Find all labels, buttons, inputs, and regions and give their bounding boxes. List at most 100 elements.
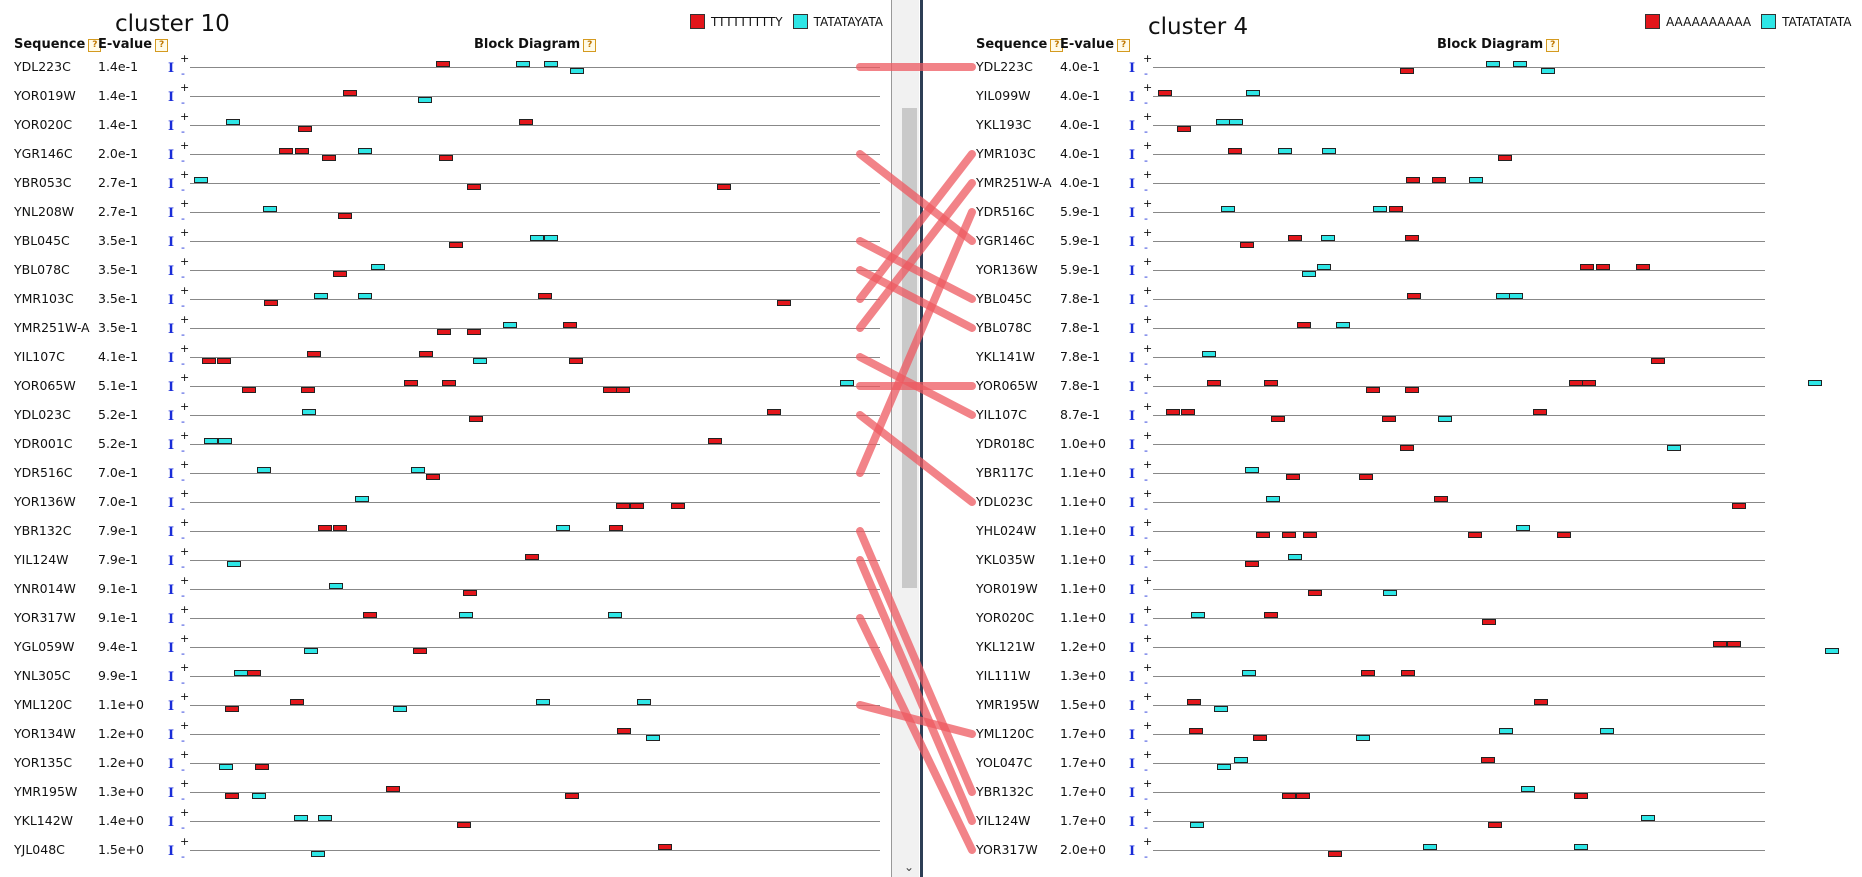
sequence-name[interactable]: YKL142W [14, 813, 74, 828]
motif-2-block[interactable] [570, 68, 584, 74]
strand-toggle-icon[interactable]: I [168, 728, 175, 743]
motif-1-block[interactable] [1359, 474, 1373, 480]
scroll-down-arrow-icon[interactable]: ⌄ [904, 860, 915, 874]
motif-2-block[interactable] [544, 235, 558, 241]
sequence-name[interactable]: YOR317W [976, 842, 1038, 857]
motif-1-block[interactable] [1240, 242, 1254, 248]
sequence-row[interactable]: YBR053C 2.7e-1 I + - [0, 168, 890, 212]
motif-1-block[interactable] [1596, 264, 1610, 270]
help-icon[interactable]: ? [1546, 39, 1560, 52]
motif-1-block[interactable] [569, 358, 583, 364]
strand-toggle-icon[interactable]: I [168, 554, 175, 569]
strand-toggle-icon[interactable]: I [168, 670, 175, 685]
motif-2-block[interactable] [503, 322, 517, 328]
motif-2-block[interactable] [1302, 271, 1316, 277]
motif-2-block[interactable] [226, 119, 240, 125]
strand-toggle-icon[interactable]: I [1129, 322, 1136, 337]
motif-1-block[interactable] [1481, 757, 1495, 763]
motif-1-block[interactable] [1732, 503, 1746, 509]
sequence-row[interactable]: YKL142W 1.4e+0 I + - [0, 806, 890, 850]
sequence-row[interactable]: YIL111W 1.3e+0 I + - [920, 661, 1862, 705]
motif-1-block[interactable] [1727, 641, 1741, 647]
motif-2-block[interactable] [204, 438, 218, 444]
motif-1-block[interactable] [449, 242, 463, 248]
sequence-name[interactable]: YOR136W [976, 262, 1038, 277]
motif-2-block[interactable] [1486, 61, 1500, 67]
strand-toggle-icon[interactable]: I [168, 380, 175, 395]
strand-toggle-icon[interactable]: I [1129, 148, 1136, 163]
motif-2-block[interactable] [1509, 293, 1523, 299]
sequence-name[interactable]: YGL059W [14, 639, 75, 654]
sequence-row[interactable]: YML120C 1.7e+0 I + - [920, 719, 1862, 763]
motif-2-block[interactable] [294, 815, 308, 821]
strand-toggle-icon[interactable]: I [168, 496, 175, 511]
motif-1-block[interactable] [322, 155, 336, 161]
help-icon[interactable]: ? [88, 39, 102, 52]
motif-2-block[interactable] [1221, 206, 1235, 212]
motif-2-block[interactable] [1356, 735, 1370, 741]
sequence-name[interactable]: YOR136W [14, 494, 76, 509]
motif-2-block[interactable] [314, 293, 328, 299]
sequence-name[interactable]: YOR065W [976, 378, 1038, 393]
motif-2-block[interactable] [329, 583, 343, 589]
motif-2-block[interactable] [302, 409, 316, 415]
motif-1-block[interactable] [1245, 561, 1259, 567]
motif-1-block[interactable] [565, 793, 579, 799]
motif-1-block[interactable] [1361, 670, 1375, 676]
strand-toggle-icon[interactable]: I [1129, 409, 1136, 424]
motif-1-block[interactable] [426, 474, 440, 480]
sequence-row[interactable]: YOR020C 1.1e+0 I + - [920, 603, 1862, 647]
motif-2-block[interactable] [1516, 525, 1530, 531]
motif-1-block[interactable] [1282, 532, 1296, 538]
motif-2-block[interactable] [257, 467, 271, 473]
help-icon[interactable]: ? [1117, 39, 1131, 52]
sequence-row[interactable]: YKL193C 4.0e-1 I + - [920, 110, 1862, 154]
strand-toggle-icon[interactable]: I [1129, 438, 1136, 453]
sequence-row[interactable]: YIL107C 8.7e-1 I + - [920, 400, 1862, 444]
strand-toggle-icon[interactable]: I [1129, 61, 1136, 76]
motif-1-block[interactable] [616, 503, 630, 509]
sequence-name[interactable]: YGR146C [976, 233, 1035, 248]
sequence-name[interactable]: YBR117C [976, 465, 1034, 480]
sequence-row[interactable]: YBL078C 3.5e-1 I + - [0, 255, 890, 299]
motif-2-block[interactable] [318, 815, 332, 821]
sequence-name[interactable]: YBR132C [976, 784, 1034, 799]
strand-toggle-icon[interactable]: I [1129, 119, 1136, 134]
strand-toggle-icon[interactable]: I [1129, 554, 1136, 569]
sequence-name[interactable]: YNL305C [14, 668, 71, 683]
motif-1-block[interactable] [467, 184, 481, 190]
motif-2-block[interactable] [1808, 380, 1822, 386]
motif-1-block[interactable] [708, 438, 722, 444]
motif-1-block[interactable] [469, 416, 483, 422]
motif-1-block[interactable] [1636, 264, 1650, 270]
sequence-row[interactable]: YDR018C 1.0e+0 I + - [920, 429, 1862, 473]
motif-1-block[interactable] [318, 525, 332, 531]
motif-1-block[interactable] [617, 728, 631, 734]
sequence-name[interactable]: YDL223C [14, 59, 71, 74]
motif-2-block[interactable] [530, 235, 544, 241]
motif-2-block[interactable] [1496, 293, 1510, 299]
motif-2-block[interactable] [473, 358, 487, 364]
sequence-name[interactable]: YBL078C [14, 262, 70, 277]
motif-1-block[interactable] [1401, 670, 1415, 676]
sequence-row[interactable]: YOR135C 1.2e+0 I + - [0, 748, 890, 792]
sequence-row[interactable]: YOR317W 2.0e+0 I + - [920, 835, 1862, 877]
sequence-name[interactable]: YOR135C [14, 755, 73, 770]
motif-2-block[interactable] [1229, 119, 1243, 125]
strand-toggle-icon[interactable]: I [168, 409, 175, 424]
motif-2-block[interactable] [1667, 445, 1681, 451]
motif-2-block[interactable] [218, 438, 232, 444]
motif-2-block[interactable] [227, 561, 241, 567]
strand-toggle-icon[interactable]: I [1129, 728, 1136, 743]
sequence-name[interactable]: YOR020C [976, 610, 1035, 625]
sequence-name[interactable]: YDL023C [14, 407, 71, 422]
motif-2-block[interactable] [234, 670, 248, 676]
motif-2-block[interactable] [1336, 322, 1350, 328]
motif-2-block[interactable] [1234, 757, 1248, 763]
motif-1-block[interactable] [290, 699, 304, 705]
motif-1-block[interactable] [217, 358, 231, 364]
sequence-name[interactable]: YKL141W [976, 349, 1036, 364]
motif-1-block[interactable] [1286, 474, 1300, 480]
sequence-name[interactable]: YIL107C [14, 349, 65, 364]
motif-1-block[interactable] [609, 525, 623, 531]
